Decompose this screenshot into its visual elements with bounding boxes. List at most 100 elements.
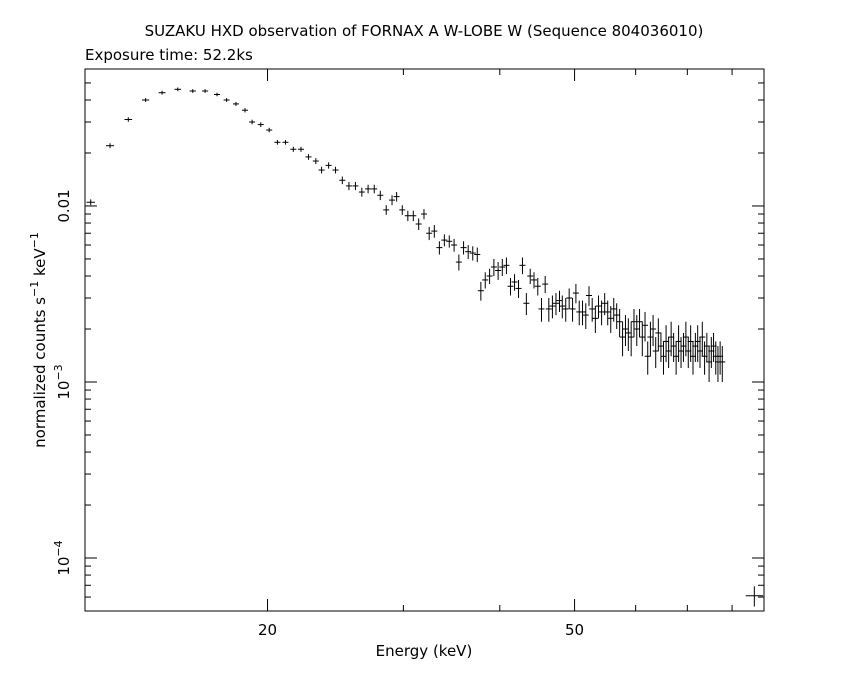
data-point xyxy=(325,162,332,169)
data-point xyxy=(174,87,182,92)
data-point xyxy=(660,341,667,375)
data-point xyxy=(232,101,239,106)
data-point xyxy=(652,337,659,369)
data-point xyxy=(566,288,573,309)
data-point xyxy=(477,281,484,301)
data-point xyxy=(538,298,545,322)
data-point xyxy=(460,241,467,255)
data-point xyxy=(630,308,637,338)
data-point xyxy=(625,318,632,351)
data-point xyxy=(598,300,605,326)
data-point xyxy=(582,303,589,330)
data-point xyxy=(576,300,583,326)
data-point xyxy=(446,235,453,248)
data-point xyxy=(657,332,664,362)
data-point xyxy=(613,303,620,330)
data-point xyxy=(592,306,599,333)
data-point xyxy=(534,277,541,296)
x-tick-label: 20 xyxy=(258,621,277,639)
data-point xyxy=(249,119,256,125)
data-point xyxy=(633,315,640,347)
data-point xyxy=(290,146,297,152)
data-point xyxy=(282,140,289,145)
data-point xyxy=(377,190,384,201)
data-point xyxy=(389,195,396,206)
data-point xyxy=(345,181,352,191)
data-point xyxy=(426,226,433,241)
data-point xyxy=(141,98,150,102)
data-point xyxy=(650,315,657,347)
data-point xyxy=(499,258,506,277)
data-point xyxy=(465,245,472,259)
data-point xyxy=(507,277,514,296)
data-point xyxy=(415,218,422,231)
data-point xyxy=(393,192,400,202)
data-point xyxy=(642,311,649,342)
y-axis-label: normalized counts s−1 keV−1 xyxy=(28,232,49,448)
data-point xyxy=(636,308,643,338)
data-point xyxy=(365,184,372,194)
data-points xyxy=(86,87,763,607)
data-point xyxy=(665,337,672,369)
data-point xyxy=(455,254,462,271)
chart-subtitle: Exposure time: 52.2ks xyxy=(85,46,253,64)
data-point xyxy=(556,290,563,312)
data-point xyxy=(545,298,552,322)
data-point xyxy=(495,262,502,280)
data-point xyxy=(318,166,325,174)
data-point xyxy=(579,300,586,326)
x-axis-label: Energy (keV) xyxy=(376,642,473,660)
data-point-upper-limit xyxy=(745,586,763,607)
data-point xyxy=(601,293,608,316)
data-point xyxy=(668,321,675,357)
data-point xyxy=(604,300,611,326)
data-point xyxy=(647,321,654,357)
data-point xyxy=(542,276,549,294)
data-point xyxy=(266,127,273,133)
data-point xyxy=(358,187,365,197)
data-point xyxy=(436,241,443,255)
data-point xyxy=(474,247,481,263)
plot-frame xyxy=(84,68,765,612)
chart-title: SUZAKU HXD observation of FORNAX A W-LOB… xyxy=(144,22,704,40)
data-point xyxy=(339,176,346,185)
data-point xyxy=(699,321,706,357)
data-point xyxy=(257,122,264,127)
data-point xyxy=(663,325,670,362)
data-point xyxy=(572,284,579,304)
data-point xyxy=(616,308,623,338)
data-point xyxy=(644,341,651,375)
y-tick-label: 10−4 xyxy=(52,540,73,575)
data-point xyxy=(451,238,458,252)
data-point xyxy=(622,315,629,347)
data-point xyxy=(274,140,281,145)
y-tick-label: 10−3 xyxy=(52,364,73,399)
data-point xyxy=(352,181,359,191)
y-tick-label: 0.01 xyxy=(55,189,73,222)
data-point xyxy=(655,318,662,351)
data-point xyxy=(297,146,304,152)
data-point xyxy=(569,298,576,322)
data-point xyxy=(213,92,220,97)
data-point xyxy=(305,154,312,160)
data-point xyxy=(399,205,406,215)
data-point xyxy=(332,166,339,174)
data-point xyxy=(490,258,497,277)
data-point xyxy=(559,295,566,319)
data-point xyxy=(383,205,390,215)
data-point xyxy=(527,268,534,285)
data-point xyxy=(719,346,726,382)
data-point xyxy=(106,143,115,149)
data-point xyxy=(589,298,596,322)
data-point xyxy=(503,257,510,275)
data-point xyxy=(552,293,559,316)
x-tick-label: 50 xyxy=(565,621,584,639)
data-point xyxy=(431,224,438,238)
x-axis-ticks: 20 50 xyxy=(258,69,733,639)
data-point xyxy=(486,268,493,285)
data-point xyxy=(420,209,427,220)
data-point xyxy=(595,295,602,319)
data-point xyxy=(523,293,530,316)
data-point xyxy=(404,210,411,222)
